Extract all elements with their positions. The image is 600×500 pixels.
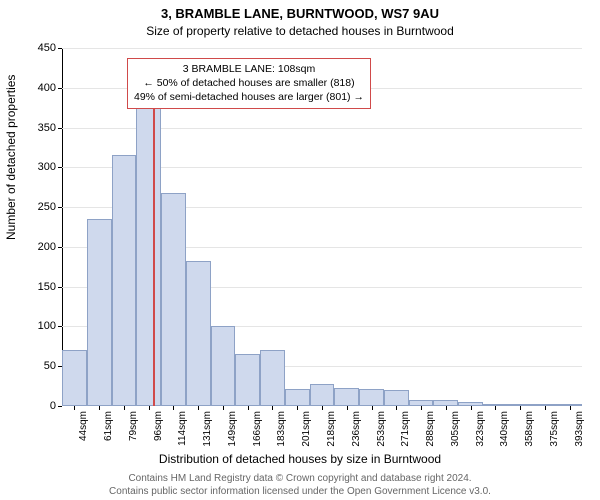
x-tick-mark bbox=[545, 406, 546, 410]
annotation-line2: ← 50% of detached houses are smaller (81… bbox=[143, 77, 354, 89]
x-tick-mark bbox=[99, 406, 100, 410]
x-tick-mark bbox=[446, 406, 447, 410]
histogram-bar bbox=[112, 155, 137, 406]
copyright-text: Contains HM Land Registry data © Crown c… bbox=[0, 472, 600, 498]
x-tick-mark bbox=[570, 406, 571, 410]
x-tick-mark bbox=[223, 406, 224, 410]
y-tick-label: 50 bbox=[22, 360, 56, 372]
y-tick-mark bbox=[58, 287, 62, 288]
x-tick-label: 201sqm bbox=[301, 411, 312, 447]
x-tick-mark bbox=[322, 406, 323, 410]
annotation-line3: 49% of semi-detached houses are larger (… bbox=[134, 91, 364, 103]
x-tick-label: 323sqm bbox=[475, 411, 486, 447]
x-tick-label: 131sqm bbox=[202, 411, 213, 447]
annotation-line1: 3 BRAMBLE LANE: 108sqm bbox=[183, 63, 315, 75]
copyright-line2: Contains public sector information licen… bbox=[109, 486, 491, 497]
gridline bbox=[62, 48, 582, 49]
x-tick-mark bbox=[74, 406, 75, 410]
y-tick-label: 100 bbox=[22, 320, 56, 332]
x-tick-mark bbox=[520, 406, 521, 410]
x-tick-label: 253sqm bbox=[376, 411, 387, 447]
plot-area: 44sqm61sqm79sqm96sqm114sqm131sqm149sqm16… bbox=[62, 48, 582, 406]
x-tick-label: 340sqm bbox=[499, 411, 510, 447]
x-tick-mark bbox=[124, 406, 125, 410]
y-tick-mark bbox=[58, 247, 62, 248]
x-tick-mark bbox=[372, 406, 373, 410]
y-tick-label: 300 bbox=[22, 161, 56, 173]
property-marker-line bbox=[153, 108, 155, 406]
x-tick-label: 44sqm bbox=[78, 411, 89, 441]
x-tick-mark bbox=[495, 406, 496, 410]
x-tick-mark bbox=[248, 406, 249, 410]
y-tick-label: 450 bbox=[22, 42, 56, 54]
y-tick-label: 150 bbox=[22, 281, 56, 293]
x-tick-label: 358sqm bbox=[524, 411, 535, 447]
y-tick-mark bbox=[58, 48, 62, 49]
histogram-bar bbox=[384, 390, 409, 406]
x-tick-label: 218sqm bbox=[326, 411, 337, 447]
x-tick-label: 393sqm bbox=[574, 411, 585, 447]
y-axis-label: Number of detached properties bbox=[4, 75, 18, 240]
x-axis-label: Distribution of detached houses by size … bbox=[0, 452, 600, 466]
x-tick-mark bbox=[149, 406, 150, 410]
x-tick-mark bbox=[396, 406, 397, 410]
y-tick-label: 200 bbox=[22, 241, 56, 253]
y-tick-mark bbox=[58, 406, 62, 407]
chart-figure: 3, BRAMBLE LANE, BURNTWOOD, WS7 9AU Size… bbox=[0, 0, 600, 500]
y-tick-mark bbox=[58, 326, 62, 327]
x-tick-mark bbox=[173, 406, 174, 410]
x-tick-label: 79sqm bbox=[128, 411, 139, 441]
x-tick-label: 96sqm bbox=[153, 411, 164, 441]
y-tick-label: 350 bbox=[22, 122, 56, 134]
y-tick-label: 250 bbox=[22, 201, 56, 213]
x-tick-mark bbox=[421, 406, 422, 410]
chart-title-line1: 3, BRAMBLE LANE, BURNTWOOD, WS7 9AU bbox=[0, 6, 600, 21]
x-tick-label: 61sqm bbox=[103, 411, 114, 441]
x-tick-label: 149sqm bbox=[227, 411, 238, 447]
x-tick-mark bbox=[347, 406, 348, 410]
y-tick-mark bbox=[58, 128, 62, 129]
x-tick-mark bbox=[198, 406, 199, 410]
histogram-bar bbox=[235, 354, 260, 406]
histogram-bar bbox=[334, 388, 359, 406]
annotation-box: 3 BRAMBLE LANE: 108sqm ← 50% of detached … bbox=[127, 58, 371, 109]
histogram-bar bbox=[136, 108, 161, 406]
x-tick-label: 375sqm bbox=[549, 411, 560, 447]
copyright-line1: Contains HM Land Registry data © Crown c… bbox=[128, 473, 471, 484]
x-tick-mark bbox=[272, 406, 273, 410]
histogram-bar bbox=[285, 389, 310, 407]
chart-title-line2: Size of property relative to detached ho… bbox=[0, 24, 600, 38]
x-tick-label: 271sqm bbox=[400, 411, 411, 447]
x-tick-mark bbox=[471, 406, 472, 410]
histogram-bar bbox=[87, 219, 112, 406]
histogram-bar bbox=[310, 384, 335, 406]
x-tick-mark bbox=[297, 406, 298, 410]
x-tick-label: 236sqm bbox=[351, 411, 362, 447]
histogram-bar bbox=[186, 261, 211, 406]
x-tick-label: 166sqm bbox=[252, 411, 263, 447]
y-tick-mark bbox=[58, 88, 62, 89]
x-tick-label: 114sqm bbox=[177, 411, 188, 446]
y-tick-label: 0 bbox=[22, 400, 56, 412]
y-tick-mark bbox=[58, 207, 62, 208]
histogram-bar bbox=[260, 350, 285, 406]
histogram-bar bbox=[161, 193, 186, 406]
y-tick-mark bbox=[58, 167, 62, 168]
histogram-bar bbox=[62, 350, 87, 406]
y-tick-label: 400 bbox=[22, 82, 56, 94]
x-tick-label: 305sqm bbox=[450, 411, 461, 447]
histogram-bar bbox=[211, 326, 236, 406]
histogram-bar bbox=[359, 389, 384, 407]
x-tick-label: 288sqm bbox=[425, 411, 436, 447]
x-tick-label: 183sqm bbox=[276, 411, 287, 447]
